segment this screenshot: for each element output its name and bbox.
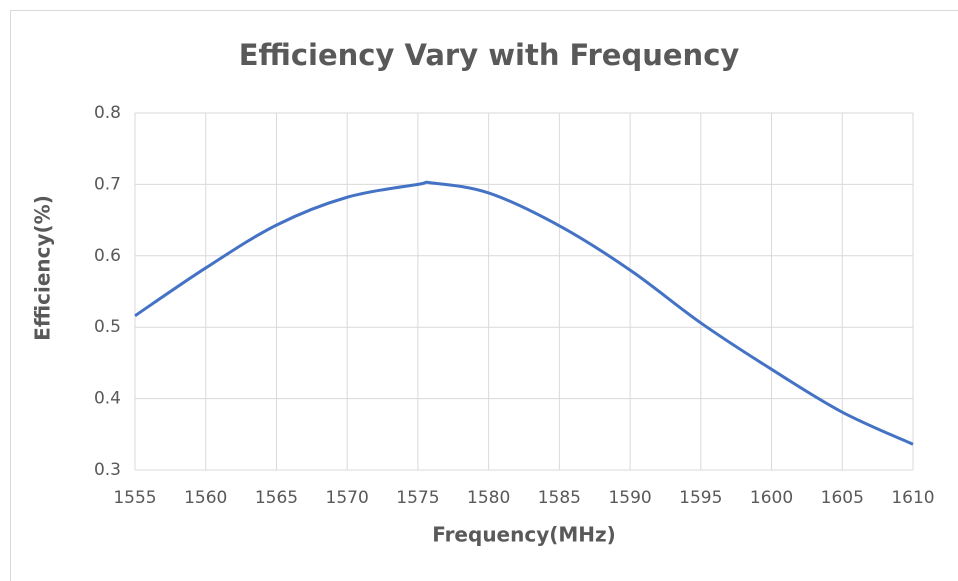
x-tick-label: 1570 [326,488,369,508]
x-tick-label: 1560 [184,488,227,508]
data-line [134,180,914,446]
y-tick-label: 0.8 [94,103,121,123]
y-axis-label: Efficiency(%) [31,195,55,341]
x-tick-label: 1580 [467,488,510,508]
chart-title: Efficiency Vary with Frequency [239,38,740,72]
x-tick-label: 1590 [608,488,651,508]
x-tick-label: 1595 [679,488,722,508]
x-axis-label: Frequency(MHz) [432,523,616,547]
x-tick-label: 1555 [113,488,156,508]
y-tick-label: 0.4 [94,389,121,409]
chart-frame [10,10,958,581]
y-tick-label: 0.3 [94,460,121,480]
x-tick-label: 1585 [538,488,581,508]
x-tick-label: 1605 [821,488,864,508]
y-tick-label: 0.7 [94,174,121,194]
x-tick-label: 1575 [396,488,439,508]
x-tick-label: 1565 [255,488,298,508]
x-tick-label: 1600 [750,488,793,508]
y-tick-label: 0.6 [94,246,121,266]
y-tick-label: 0.5 [94,317,121,337]
x-tick-label: 1610 [891,488,934,508]
